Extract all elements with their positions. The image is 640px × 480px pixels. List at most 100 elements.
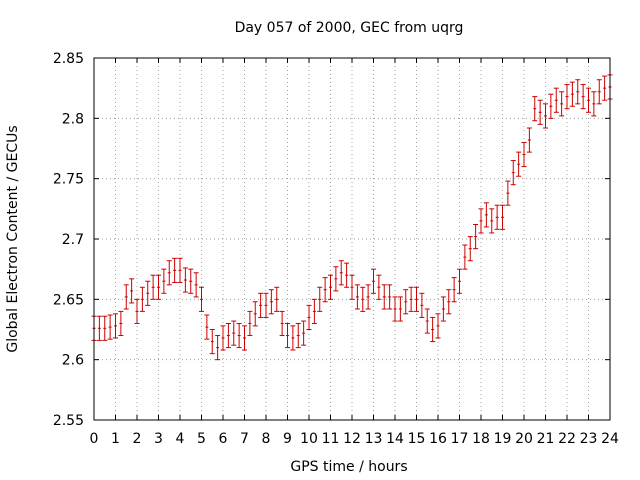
error-bar-point xyxy=(446,289,452,315)
x-tick-label: 19 xyxy=(494,431,512,447)
error-bar-point xyxy=(381,284,387,310)
error-bar-point xyxy=(548,93,554,119)
y-tick-label: 2.65 xyxy=(53,292,84,308)
error-bar-point xyxy=(231,320,237,346)
error-bar-point xyxy=(543,103,548,129)
x-tick-label: 4 xyxy=(176,431,185,447)
x-tick-label: 23 xyxy=(580,431,598,447)
error-bar-point xyxy=(220,325,226,351)
error-bar-point xyxy=(215,335,221,361)
error-bar-point xyxy=(209,329,215,355)
error-bar-point xyxy=(236,322,242,349)
y-tick-label: 2.7 xyxy=(62,232,84,248)
error-bar-point xyxy=(478,208,484,234)
error-bar-point xyxy=(537,99,543,125)
error-bar-point xyxy=(150,274,156,300)
error-bar-point xyxy=(134,298,140,324)
error-bar-point xyxy=(102,315,108,341)
grid xyxy=(94,58,610,420)
error-bar-point xyxy=(419,292,425,318)
x-tick-label: 3 xyxy=(154,431,163,447)
x-tick-label: 1 xyxy=(111,431,120,447)
error-bar-point xyxy=(161,268,167,294)
error-bar-point xyxy=(242,325,247,351)
error-bar-point xyxy=(526,127,532,153)
error-bar-point xyxy=(510,160,516,186)
error-bar-point xyxy=(451,277,457,303)
error-bar-point xyxy=(371,268,376,294)
error-bar-point xyxy=(580,84,586,110)
error-bar-point xyxy=(354,284,360,310)
error-bar-point xyxy=(473,224,479,250)
error-bar-point xyxy=(559,91,565,117)
error-bar-point xyxy=(365,284,371,310)
error-bar-point xyxy=(338,260,344,286)
x-tick-label: 22 xyxy=(558,431,576,447)
x-tick-label: 15 xyxy=(408,431,426,447)
error-bar-point xyxy=(489,208,495,234)
x-tick-label: 0 xyxy=(90,431,99,447)
error-bar-point xyxy=(596,79,602,105)
x-tick-label: 24 xyxy=(601,431,619,447)
error-bar-point xyxy=(505,180,511,206)
error-bar-point xyxy=(483,202,489,228)
error-bar-point xyxy=(193,272,199,298)
error-bar-point xyxy=(516,151,522,177)
error-bar-point xyxy=(494,204,500,230)
x-tick-label: 7 xyxy=(240,431,249,447)
series-gec xyxy=(91,74,613,361)
error-bar-point xyxy=(602,75,608,101)
x-tick-label: 17 xyxy=(451,431,469,447)
error-bar-point xyxy=(166,260,172,286)
error-bar-point xyxy=(424,308,430,334)
error-bar-point xyxy=(344,262,350,288)
error-bar-point xyxy=(123,284,129,310)
error-bar-point xyxy=(500,204,505,230)
error-bar-point xyxy=(145,280,151,306)
x-tick-label: 21 xyxy=(537,431,555,447)
error-bar-point xyxy=(392,296,398,322)
x-tick-label: 13 xyxy=(365,431,383,447)
x-tick-label: 11 xyxy=(322,431,340,447)
y-tick-label: 2.6 xyxy=(62,353,84,369)
error-bar-point xyxy=(188,268,194,294)
error-bar-point xyxy=(107,314,113,340)
error-bar-point xyxy=(290,325,296,351)
error-bar-point xyxy=(397,296,403,322)
chart-title: Day 057 of 2000, GEC from uqrg xyxy=(235,20,464,36)
x-tick-label: 10 xyxy=(300,431,318,447)
x-tick-label: 20 xyxy=(515,431,533,447)
error-bar-point xyxy=(462,244,468,270)
x-tick-label: 5 xyxy=(197,431,206,447)
error-bar-point xyxy=(274,286,280,312)
error-bar-point xyxy=(301,320,307,346)
error-bar-point xyxy=(553,87,559,113)
error-bar-point xyxy=(96,315,102,341)
error-bar-point xyxy=(268,289,274,315)
error-bar-point xyxy=(360,286,366,312)
error-bar-point xyxy=(306,304,312,330)
error-bar-point xyxy=(322,277,328,303)
y-tick-label: 2.8 xyxy=(62,111,84,127)
error-bar-point xyxy=(591,91,597,117)
error-bar-point xyxy=(204,314,210,340)
error-bar-point xyxy=(440,296,446,322)
error-bar-point xyxy=(467,236,473,262)
error-bar-point xyxy=(118,310,124,337)
error-bar-point xyxy=(139,286,145,312)
x-tick-label: 2 xyxy=(133,431,142,447)
error-bar-point xyxy=(569,81,575,107)
error-bar-point xyxy=(156,274,161,300)
error-bar-point xyxy=(295,322,301,349)
error-bar-point xyxy=(263,292,269,318)
error-bar-point xyxy=(317,286,323,312)
error-bar-point xyxy=(279,310,285,337)
error-bar-point xyxy=(408,286,414,312)
error-bar-point xyxy=(172,257,178,283)
error-bar-point xyxy=(376,274,382,300)
error-bar-point xyxy=(328,274,333,300)
error-bar-point xyxy=(586,87,591,113)
x-tick-label: 14 xyxy=(386,431,404,447)
error-bar-point xyxy=(113,313,118,339)
